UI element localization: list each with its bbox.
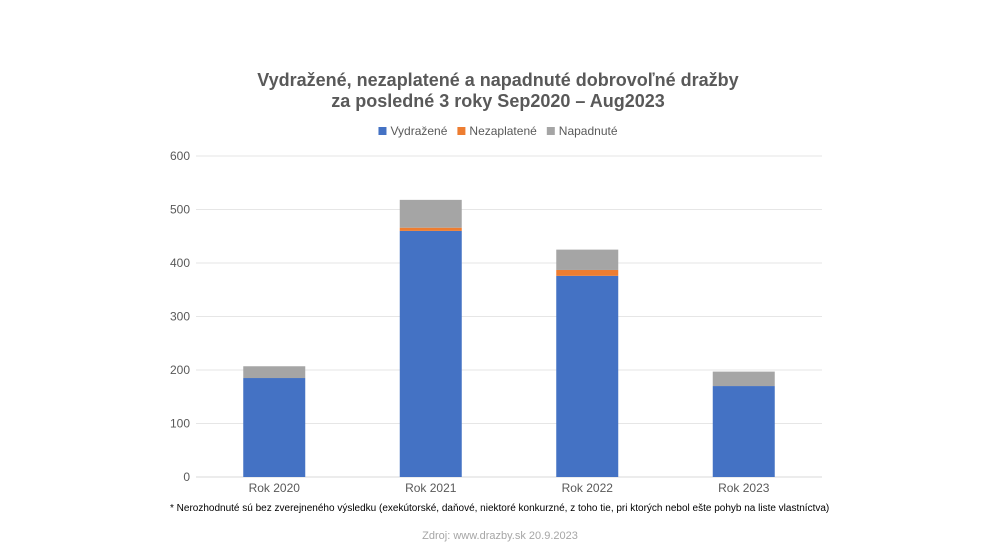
bar-3-series-3: [556, 249, 619, 270]
chart-title-line-1: Vydražené, nezaplatené a napadnuté dobro…: [257, 70, 738, 90]
bar-4-series-1: [712, 386, 775, 477]
y-tick-label: 300: [170, 310, 190, 324]
chart-title-line-2: za posledné 3 roky Sep2020 – Aug2023: [331, 91, 665, 111]
bar-2-series-2: [399, 227, 462, 231]
footnote: * Nerozhodnuté sú bez zverejneného výsle…: [170, 503, 830, 514]
y-tick-label: 500: [170, 203, 190, 217]
bar-4-series-3: [712, 371, 775, 387]
y-tick-label: 0: [183, 470, 190, 484]
legend-swatch-2: [457, 127, 466, 135]
legend-swatch-3: [546, 127, 555, 135]
bar-2-series-3: [399, 199, 462, 228]
bar-3-series-1: [556, 275, 619, 477]
y-axis-ticks: 0 100 200 300 400 500 600: [170, 149, 190, 484]
source-note: Zdroj: www.drazby.sk 20.9.2023: [422, 530, 578, 542]
bar-3-series-2: [556, 269, 619, 276]
x-category-label: Rok 2022: [562, 481, 614, 495]
y-tick-label: 400: [170, 256, 190, 270]
bars: [243, 199, 775, 477]
bar-1-series-3: [243, 366, 306, 379]
legend-swatch-1: [378, 127, 387, 135]
x-category-label: Rok 2023: [718, 481, 770, 495]
y-tick-label: 200: [170, 363, 190, 377]
y-tick-label: 100: [170, 417, 190, 431]
bar-1-series-1: [243, 378, 306, 477]
x-category-label: Rok 2021: [405, 481, 457, 495]
legend-label-2: Nezaplatené: [469, 124, 537, 138]
x-axis-categories: Rok 2020 Rok 2021 Rok 2022 Rok 2023: [249, 481, 770, 495]
y-tick-label: 600: [170, 149, 190, 163]
bar-2-series-1: [399, 230, 462, 477]
legend: Vydražené Nezaplatené Napadnuté: [378, 124, 618, 138]
legend-label-3: Napadnuté: [559, 124, 618, 138]
x-category-label: Rok 2020: [249, 481, 301, 495]
legend-label-1: Vydražené: [390, 124, 447, 138]
